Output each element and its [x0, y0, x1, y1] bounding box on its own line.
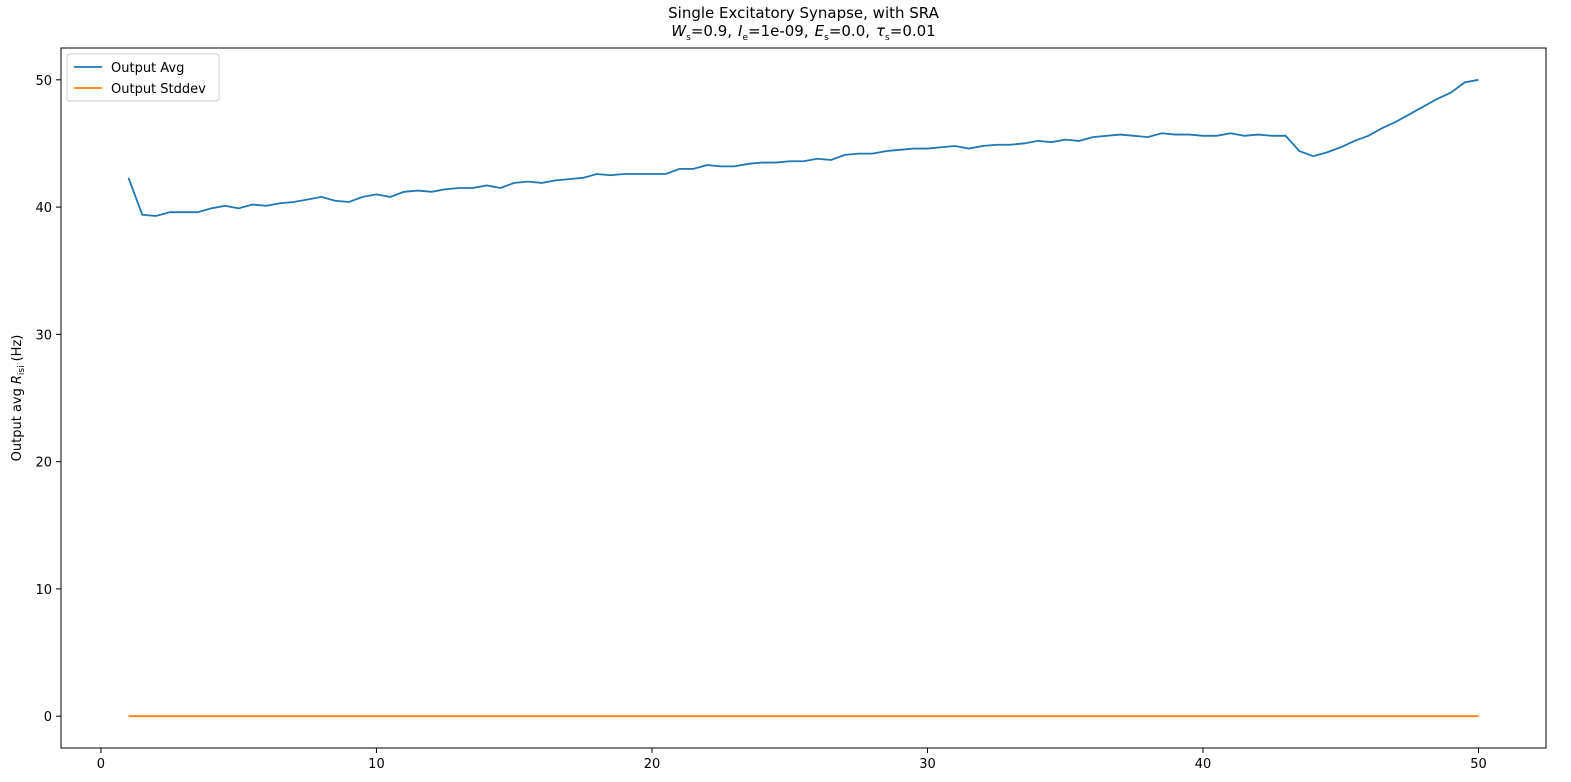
symbol: W [671, 22, 687, 40]
x-tick-label: 10 [368, 757, 385, 772]
x-tick-label: 20 [644, 757, 661, 772]
x-tick-label: 30 [919, 757, 936, 772]
value: =0.0, [829, 22, 870, 40]
subscript: s [686, 33, 691, 43]
y-tick-label: 10 [35, 583, 52, 598]
y-axis-label: Output avg Risi (Hz) [10, 335, 27, 462]
label-text: Output avg [10, 388, 25, 461]
y-tick-label: 40 [35, 201, 52, 216]
legend-box [66, 53, 220, 102]
chart-subtitle: Ws=0.9, Ie=1e-09, Es=0.0, τs=0.01 [671, 22, 935, 43]
subscript: e [742, 33, 748, 43]
legend: Output Avg Output Stddev [66, 53, 220, 102]
symbol: τ [876, 22, 886, 40]
x-tick-label: 0 [97, 757, 105, 772]
subscript: s [824, 33, 829, 43]
y-tick-label: 20 [35, 456, 52, 471]
symbol: I [738, 22, 743, 40]
symbol: R [10, 375, 25, 384]
subscript: s [885, 33, 890, 43]
line [127, 78, 1479, 217]
unit: (Hz) [10, 335, 25, 362]
value: =0.01 [890, 22, 936, 40]
chart-title: Single Excitatory Synapse, with SRA [668, 4, 939, 22]
legend-label: Output Stddev [111, 82, 206, 97]
y-tick-label: 30 [35, 328, 52, 343]
value: =1e-09, [748, 22, 809, 40]
legend-label: Output Avg [111, 61, 184, 76]
value: =0.9, [691, 22, 732, 40]
symbol: E [815, 22, 825, 40]
y-tick-label: 0 [44, 710, 52, 725]
y-tick-label: 50 [35, 74, 52, 89]
axes-frame [60, 47, 1547, 749]
subscript: isi [17, 365, 27, 375]
x-tick-label: 40 [1195, 757, 1212, 772]
x-tick-label: 50 [1470, 757, 1487, 772]
